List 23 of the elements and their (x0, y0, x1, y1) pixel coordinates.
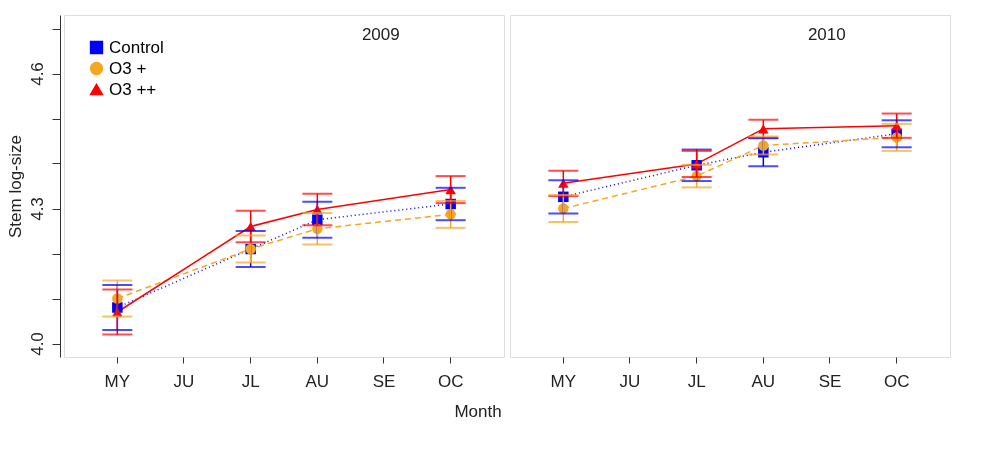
annotation: 2010 (807, 25, 846, 44)
x-tick-label: SE (818, 371, 842, 391)
x-tick-label: OC (437, 371, 464, 391)
point (758, 140, 769, 151)
x-tick-label: SE (372, 371, 396, 391)
y-tick-label: 4.3 (27, 197, 47, 221)
x-tick-label: MY (104, 371, 131, 391)
legend-label: O3 + (109, 58, 147, 78)
y-tick-label: 4.6 (27, 62, 47, 86)
x-tick-label: AU (751, 371, 776, 391)
x-tick-label: OC (883, 371, 910, 391)
y-axis-title: Stem log-size (5, 135, 25, 238)
x-axis-title: Month (454, 401, 502, 421)
x-tick-label: MY (550, 371, 577, 391)
x-tick-label: JU (173, 371, 195, 391)
x-tick-label: JL (687, 371, 706, 391)
legend-label: Control (109, 37, 164, 57)
x-tick-label: AU (305, 371, 330, 391)
x-tick-label: JU (619, 371, 641, 391)
annotation: 2009 (361, 25, 400, 44)
x-tick-label: JL (241, 371, 260, 391)
y-tick-label: 4.0 (27, 332, 47, 356)
legend-label: O3 ++ (109, 79, 157, 99)
